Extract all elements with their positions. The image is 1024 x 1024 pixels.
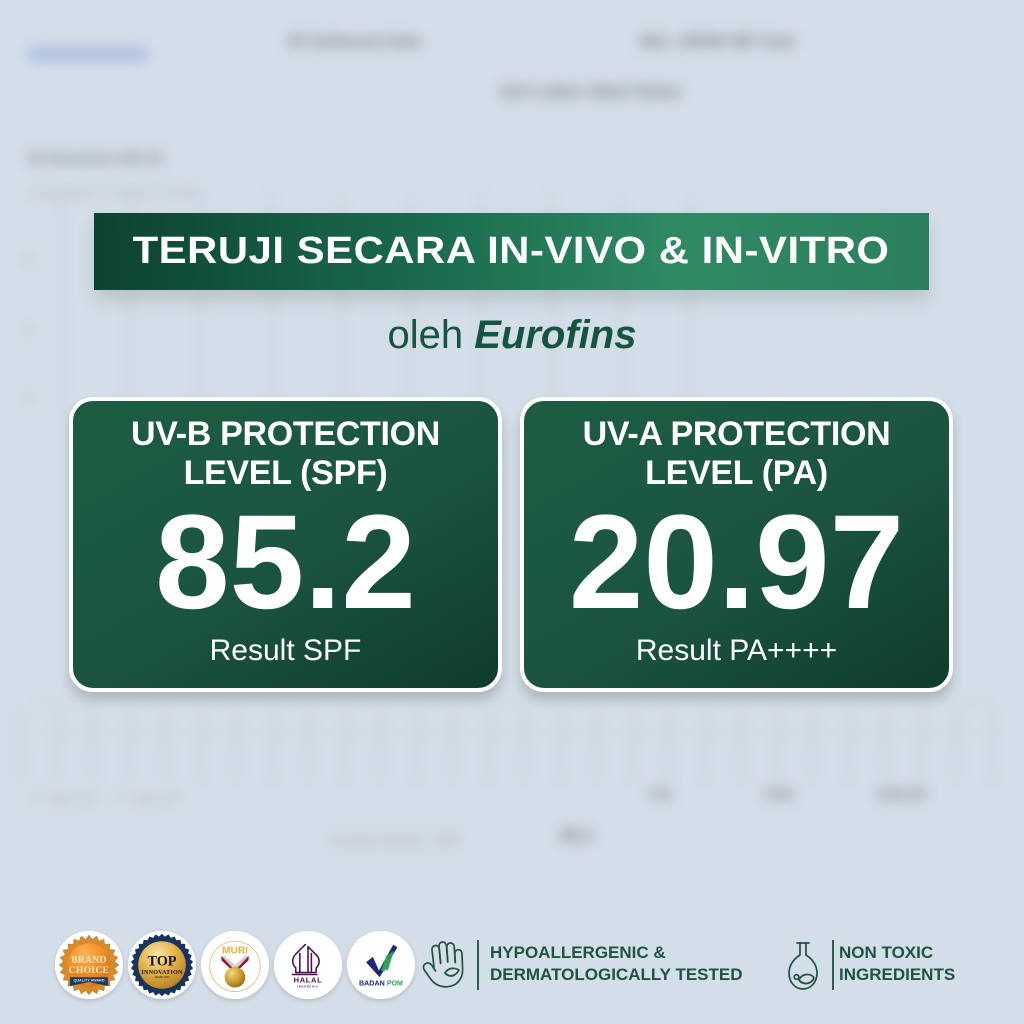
svg-text:BRAND: BRAND <box>71 955 107 965</box>
svg-text:2022: 2022 <box>85 982 93 986</box>
svg-text:AWARD 2023: AWARD 2023 <box>155 976 171 979</box>
svg-text:MURI: MURI <box>222 945 248 956</box>
svg-text:TOP: TOP <box>147 954 176 970</box>
svg-text:INNOVATION: INNOVATION <box>141 970 183 976</box>
svg-text:CHOICE: CHOICE <box>69 966 110 976</box>
svg-text:INDONESIA: INDONESIA <box>297 984 318 988</box>
svg-text:HALAL: HALAL <box>294 976 323 985</box>
svg-text:BADAN POM: BADAN POM <box>359 979 403 987</box>
svg-text:QUALITY AWARD: QUALITY AWARD <box>73 978 104 982</box>
